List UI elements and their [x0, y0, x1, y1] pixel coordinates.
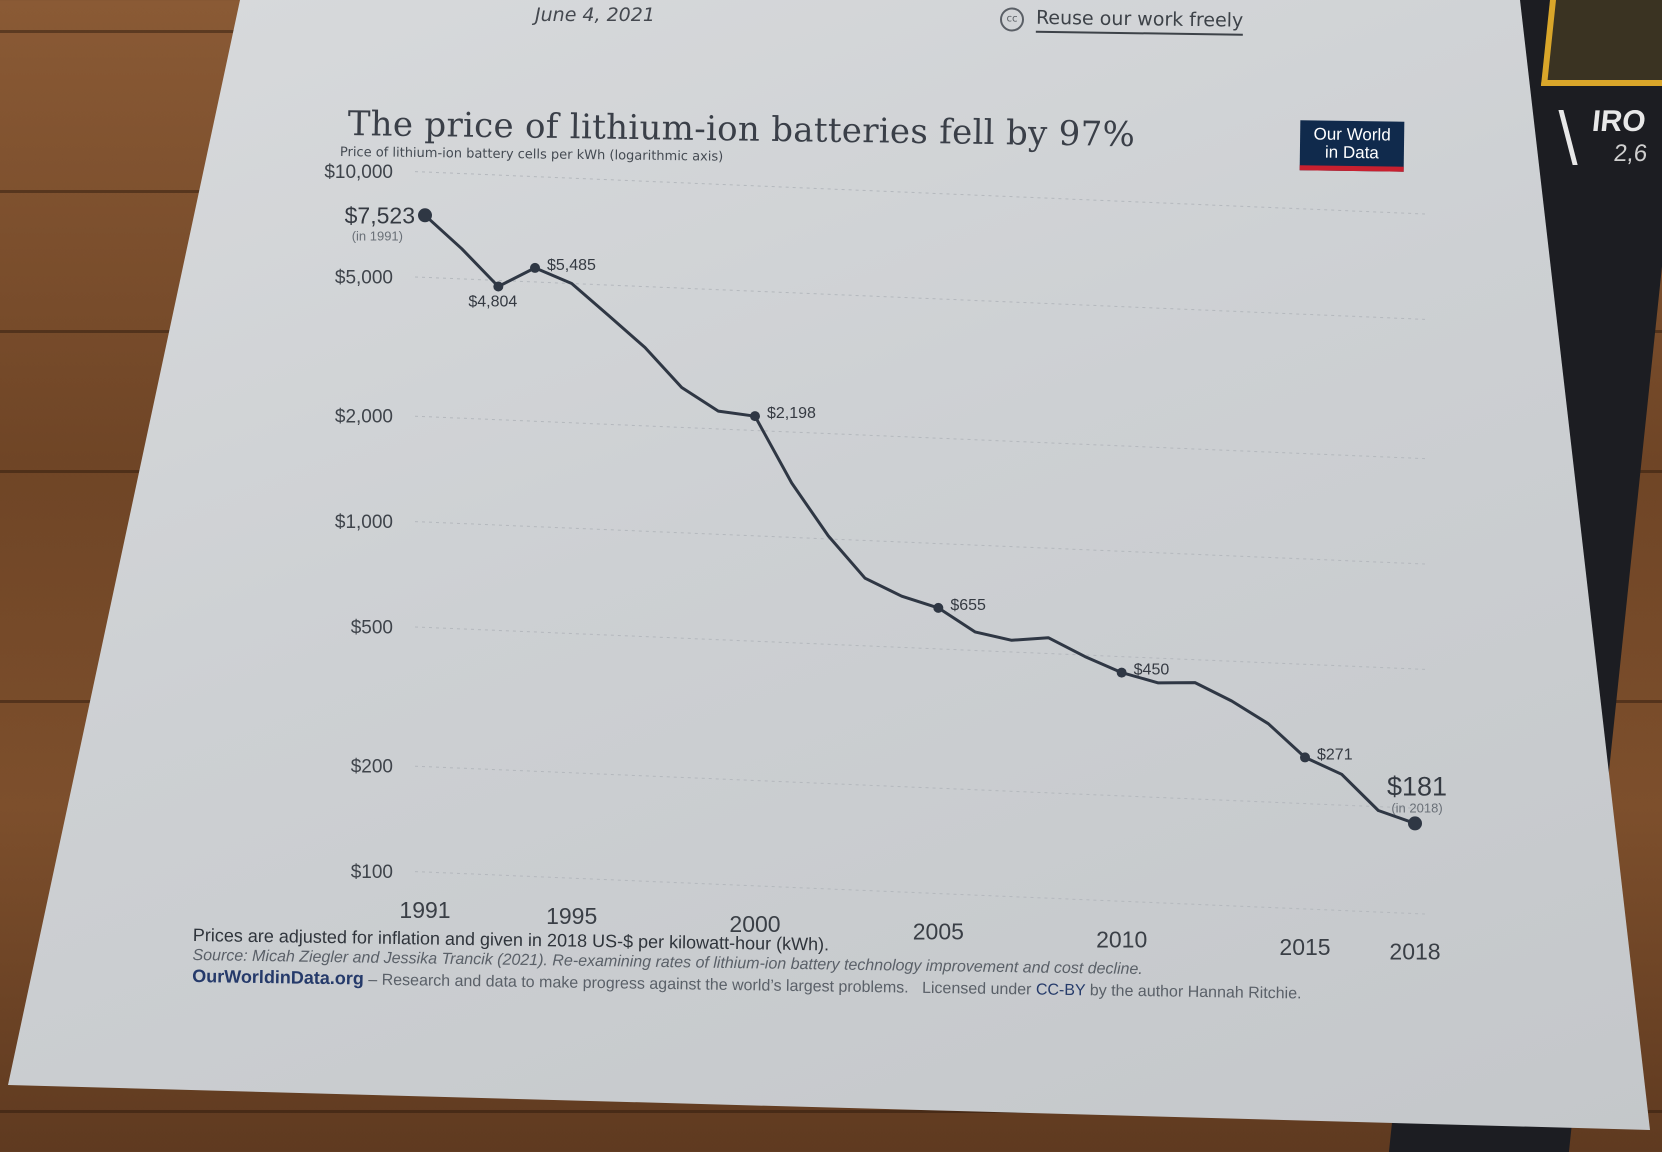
card-illustration	[1540, 0, 1662, 86]
x-tick-label: 2000	[729, 911, 780, 937]
x-tick-label: 1995	[546, 903, 597, 929]
data-label-sub: (in 1991)	[352, 228, 403, 243]
gridline	[414, 765, 1426, 810]
license-suffix: by the author Hannah Ritchie.	[1085, 982, 1302, 1003]
gridline	[414, 521, 1426, 565]
y-tick-label: $10,000	[324, 162, 393, 183]
x-tick-label: 2005	[913, 919, 964, 945]
data-label: $655	[950, 597, 986, 614]
x-tick-label: 2018	[1389, 939, 1440, 965]
series-line	[423, 214, 1416, 825]
y-tick-label: $500	[351, 617, 393, 638]
data-label: $5,485	[547, 257, 596, 274]
license-link[interactable]: CC-BY	[1035, 981, 1086, 1000]
data-point	[1300, 752, 1310, 763]
data-label: $181	[1387, 771, 1447, 801]
license-prefix: Licensed under	[921, 979, 1037, 999]
data-label: $7,523	[345, 202, 415, 228]
y-tick-label: $100	[351, 862, 393, 883]
x-tick-label: 2010	[1096, 926, 1147, 952]
card-title: IRO	[1590, 105, 1648, 138]
data-label-sub: (in 2018)	[1391, 800, 1442, 815]
data-label: $271	[1317, 746, 1353, 763]
card-value: 2,6	[1612, 140, 1649, 167]
y-tick-label: $200	[351, 757, 393, 778]
data-point	[493, 281, 504, 292]
data-point	[933, 602, 944, 613]
data-point	[1408, 816, 1422, 831]
data-point	[418, 208, 432, 223]
gridline	[414, 171, 1426, 215]
data-point	[750, 411, 760, 422]
data-label: $2,198	[767, 405, 816, 422]
data-label: $4,804	[468, 294, 517, 311]
data-point	[1116, 667, 1127, 678]
y-tick-label: $2,000	[335, 407, 393, 428]
gridline	[414, 626, 1426, 670]
x-tick-label: 2015	[1279, 934, 1330, 960]
publish-date: June 4, 2021	[535, 4, 655, 26]
data-label: $450	[1134, 662, 1170, 679]
y-tick-label: $1,000	[335, 512, 393, 533]
gridline	[414, 276, 1426, 320]
site-link[interactable]: OurWorldinData.org	[192, 965, 365, 989]
y-tick-label: $5,000	[335, 267, 393, 288]
x-tick-label: 1991	[399, 897, 450, 923]
gridline	[414, 415, 1426, 460]
wood-grain	[0, 1110, 1662, 1113]
data-point	[530, 262, 540, 273]
gridline	[414, 871, 1426, 915]
card-divider	[1558, 110, 1578, 165]
